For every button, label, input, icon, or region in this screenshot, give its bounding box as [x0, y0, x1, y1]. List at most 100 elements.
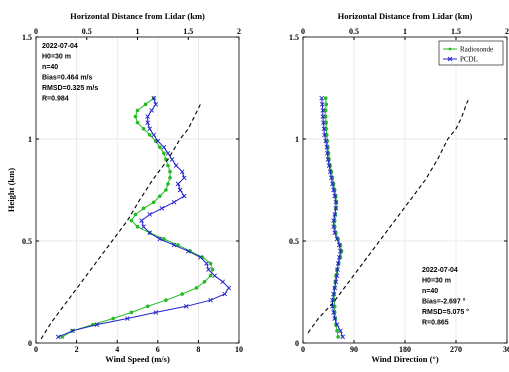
y-tick-label: 0 — [295, 339, 299, 348]
data-point-pcdl — [153, 102, 159, 107]
stats-annotation-line: 2022-07-04 — [42, 43, 78, 50]
data-point-pcdl — [334, 273, 340, 278]
stats-annotation-line: R=0.984 — [42, 96, 69, 103]
legend-marker-radiosonde — [448, 47, 452, 51]
top-x-tick-label: 2 — [505, 27, 509, 36]
stats-annotation-line: Bias=0.464 m/s — [42, 75, 93, 82]
data-point-pcdl — [329, 175, 334, 181]
stats-annotation-line: H0=30 m — [42, 54, 71, 61]
data-point-pcdl — [145, 114, 150, 119]
data-point-pcdl — [175, 181, 181, 187]
data-point-pcdl — [331, 291, 336, 297]
y-tick-label: 0.5 — [22, 237, 32, 246]
x-tick-label: 4 — [115, 345, 119, 354]
data-point-pcdl — [204, 261, 209, 266]
series-line-pcdl — [321, 98, 344, 338]
x-axis-label: Wind Speed (m/s) — [105, 354, 170, 364]
data-point-radiosonde — [332, 304, 337, 309]
data-point-pcdl — [183, 303, 189, 309]
data-point-pcdl — [185, 248, 191, 254]
y-axis-label: Height (km) — [6, 168, 16, 212]
data-point-radiosonde — [164, 298, 168, 302]
data-point-pcdl — [56, 334, 61, 340]
data-point-pcdl — [151, 132, 157, 138]
legend-box — [438, 40, 504, 66]
legend-label: PCDL — [460, 56, 478, 64]
data-point-pcdl — [147, 212, 152, 217]
data-point-radiosonde — [151, 200, 156, 205]
data-point-radiosonde — [324, 120, 329, 125]
data-point-pcdl — [125, 316, 130, 321]
data-point-radiosonde — [141, 127, 146, 131]
data-point-pcdl — [338, 248, 343, 254]
data-point-pcdl — [330, 297, 335, 303]
data-point-pcdl — [169, 157, 175, 162]
data-point-pcdl — [161, 144, 167, 150]
legend-label: Radiosonde — [460, 46, 493, 54]
stats-annotation-line: 2022-07-04 — [422, 267, 458, 274]
data-point-radiosonde — [129, 218, 134, 223]
data-point-radiosonde — [135, 108, 140, 113]
distance-reference-line — [307, 99, 469, 334]
data-point-radiosonde — [194, 286, 199, 290]
data-point-pcdl — [179, 169, 185, 174]
data-point-pcdl — [331, 218, 336, 223]
data-point-pcdl — [181, 175, 187, 181]
data-point-radiosonde — [158, 145, 162, 149]
data-point-pcdl — [149, 108, 155, 113]
data-point-pcdl — [141, 224, 146, 230]
top-x-tick-label: 1.5 — [183, 27, 193, 36]
data-point-pcdl — [321, 126, 327, 132]
top-x-axis-label: Horizontal Distance from Lidar (km) — [338, 11, 473, 21]
series-line-radiosonde — [62, 97, 214, 338]
data-point-pcdl — [330, 181, 335, 187]
x-tick-label: 0 — [34, 345, 38, 354]
data-point-pcdl — [334, 236, 340, 242]
data-point-radiosonde — [143, 102, 148, 107]
chart-panel-left: 0 2 4 6 8 10 0 0.5 1 1.5 2 0 0.5 1 1.5 Horizontal Dista… — [6, 11, 243, 364]
data-point-pcdl — [325, 150, 330, 156]
stats-annotation-line: n=40 — [422, 288, 438, 295]
data-point-radiosonde — [323, 108, 328, 113]
data-point-pcdl — [153, 310, 159, 315]
data-point-pcdl — [323, 138, 328, 144]
data-point-pcdl — [331, 187, 336, 193]
data-point-radiosonde — [168, 175, 172, 180]
data-point-pcdl — [324, 144, 330, 150]
data-point-radiosonde — [335, 328, 339, 333]
x-tick-label: 90 — [350, 345, 358, 354]
y-tick-label: 1.5 — [22, 33, 32, 42]
data-point-pcdl — [212, 273, 217, 278]
data-point-pcdl — [220, 279, 226, 285]
top-x-tick-label: 0.5 — [349, 27, 359, 36]
data-point-pcdl — [159, 206, 165, 211]
data-point-radiosonde — [323, 96, 328, 100]
data-point-pcdl — [332, 316, 338, 321]
data-point-radiosonde — [111, 316, 115, 321]
data-point-pcdl — [171, 242, 177, 248]
data-point-pcdl — [157, 236, 163, 242]
data-point-radiosonde — [180, 292, 184, 296]
data-point-radiosonde — [158, 194, 162, 198]
series-line-radiosonde — [325, 98, 343, 337]
data-point-radiosonde — [129, 310, 134, 315]
data-point-radiosonde — [166, 182, 170, 186]
data-point-radiosonde — [133, 114, 138, 119]
data-point-pcdl — [319, 95, 325, 101]
top-x-axis-label: Horizontal Distance from Lidar (km) — [70, 11, 205, 21]
top-x-tick-label: 0 — [301, 27, 305, 36]
data-point-radiosonde — [200, 255, 205, 260]
data-point-pcdl — [332, 212, 338, 217]
data-point-radiosonde — [202, 280, 207, 284]
data-point-pcdl — [319, 102, 325, 107]
data-point-pcdl — [338, 328, 343, 334]
data-point-radiosonde — [336, 335, 340, 339]
data-point-pcdl — [331, 310, 336, 315]
data-point-pcdl — [155, 138, 161, 144]
data-point-pcdl — [165, 150, 171, 156]
data-point-pcdl — [321, 120, 326, 125]
data-point-pcdl — [151, 95, 157, 101]
data-point-pcdl — [147, 230, 152, 236]
